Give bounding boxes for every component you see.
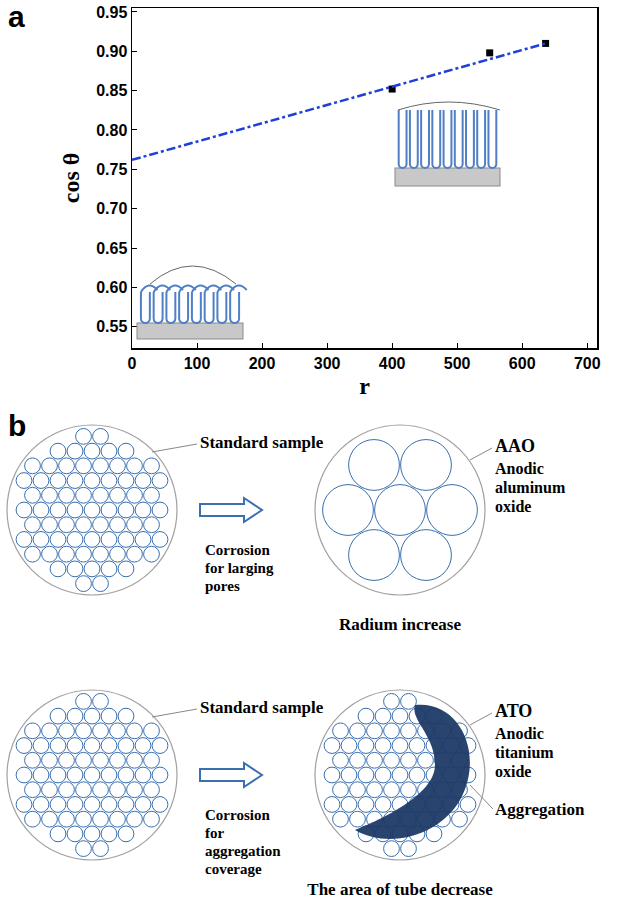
svg-text:for larging: for larging — [205, 560, 274, 576]
svg-text:oxide: oxide — [495, 498, 531, 515]
svg-text:Anodic: Anodic — [495, 460, 544, 477]
svg-text:400: 400 — [379, 355, 406, 372]
svg-text:ATO: ATO — [495, 701, 532, 721]
svg-text:Anodic: Anodic — [495, 725, 544, 742]
svg-text:0.85: 0.85 — [96, 82, 127, 99]
svg-text:Standard sample: Standard sample — [200, 698, 324, 717]
svg-text:100: 100 — [184, 355, 211, 372]
svg-text:b: b — [8, 410, 26, 442]
svg-text:Corrosion: Corrosion — [205, 807, 270, 823]
svg-text:200: 200 — [249, 355, 276, 372]
svg-text:r: r — [359, 373, 370, 399]
svg-text:0.55: 0.55 — [96, 318, 127, 335]
svg-text:oxide: oxide — [495, 763, 531, 780]
svg-text:700: 700 — [574, 355, 601, 372]
svg-text:0.75: 0.75 — [96, 161, 127, 178]
html-text:a: a — [8, 0, 25, 33]
svg-text:0.70: 0.70 — [96, 200, 127, 217]
svg-text:0.95: 0.95 — [96, 4, 127, 21]
svg-text:titanium: titanium — [495, 744, 554, 761]
svg-text:The area of tube decrease: The area of tube decrease — [307, 880, 493, 899]
svg-text:600: 600 — [509, 355, 536, 372]
svg-text:AAO: AAO — [495, 436, 535, 456]
svg-text:aluminum: aluminum — [495, 479, 566, 496]
svg-text:0.90: 0.90 — [96, 43, 127, 60]
svg-text:for: for — [205, 825, 224, 841]
svg-text:0.80: 0.80 — [96, 122, 127, 139]
svg-text:pores: pores — [205, 578, 240, 594]
svg-text:Standard sample: Standard sample — [200, 433, 324, 452]
svg-text:0.60: 0.60 — [96, 279, 127, 296]
svg-text:300: 300 — [314, 355, 341, 372]
svg-text:500: 500 — [444, 355, 471, 372]
svg-text:aggregation: aggregation — [205, 843, 281, 859]
svg-text:0: 0 — [128, 355, 137, 372]
svg-text:Aggregation: Aggregation — [495, 800, 585, 819]
svg-text:Radium increase: Radium increase — [339, 615, 461, 634]
svg-text:Corrosion: Corrosion — [205, 542, 270, 558]
svg-text:coverage: coverage — [205, 861, 262, 877]
svg-text:cos θ: cos θ — [58, 153, 84, 204]
svg-text:0.65: 0.65 — [96, 240, 127, 257]
